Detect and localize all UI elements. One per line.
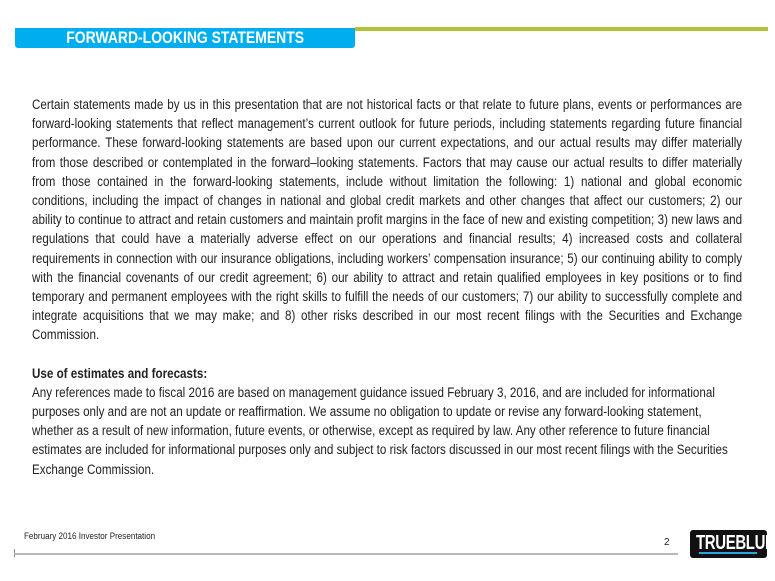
page-title: FORWARD-LOOKING STATEMENTS — [66, 28, 305, 47]
footer-line — [14, 553, 678, 555]
page-number: 2 — [664, 537, 670, 548]
estimates-paragraph: Any references made to fiscal 2016 are b… — [32, 384, 728, 478]
logo-underline — [699, 552, 757, 554]
slide-content: Certain statements made by us in this pr… — [32, 96, 742, 480]
header-accent-line — [355, 27, 768, 31]
estimates-heading: Use of estimates and forecasts: — [32, 365, 208, 382]
footer-text: February 2016 Investor Presentation — [24, 531, 156, 542]
forward-looking-paragraph: Certain statements made by us in this pr… — [32, 97, 743, 344]
title-bar: FORWARD-LOOKING STATEMENTS — [15, 28, 355, 48]
trueblue-logo: TRUEBLUE — [690, 530, 775, 558]
logo-text: TRUEBLUE — [696, 532, 775, 554]
